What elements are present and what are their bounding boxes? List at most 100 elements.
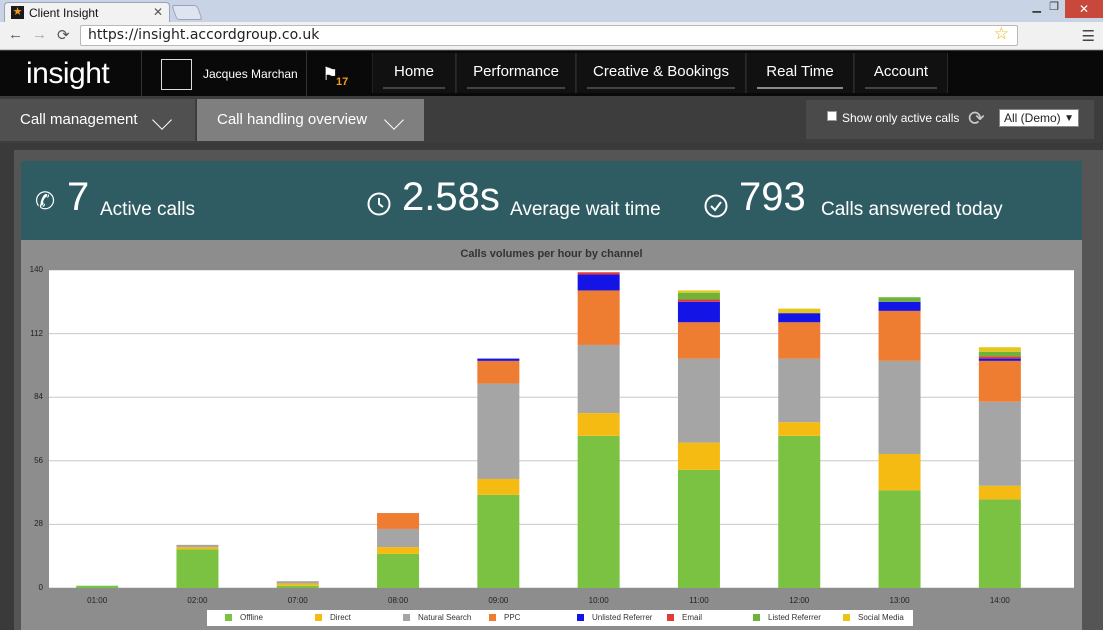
x-tick-label: 07:00 <box>287 596 308 605</box>
bar-segment[interactable] <box>677 301 720 323</box>
bar-segment[interactable] <box>477 494 520 588</box>
maximize-icon[interactable]: ❐ <box>1049 1 1059 13</box>
active-calls-label: Show only active calls <box>842 111 960 125</box>
bar-segment[interactable] <box>778 313 821 323</box>
browser-menu-icon[interactable]: ☰ <box>1081 28 1095 45</box>
forward-arrow-icon[interactable]: → <box>32 26 47 43</box>
filter-select[interactable]: All (Demo) ▼ <box>999 109 1079 127</box>
bar-segment[interactable] <box>276 583 319 586</box>
bar-segment[interactable] <box>577 435 620 588</box>
bar-segment[interactable] <box>577 274 620 291</box>
nav-home[interactable]: Home <box>372 53 456 93</box>
new-tab-button[interactable] <box>171 5 203 20</box>
tab-call-handling-overview[interactable]: Call handling overview <box>197 99 424 141</box>
bar-segment[interactable] <box>677 442 720 470</box>
bar-segment[interactable] <box>677 292 720 300</box>
bookmark-star-icon[interactable]: ☆ <box>993 24 1009 44</box>
bar-segment[interactable] <box>677 358 720 443</box>
bar-segment[interactable] <box>978 347 1021 352</box>
bar-segment[interactable] <box>76 585 119 588</box>
bar-segment[interactable] <box>377 528 420 548</box>
bar-segment[interactable] <box>878 490 921 588</box>
app-favicon-icon: ★ <box>11 6 24 19</box>
tab-close-icon[interactable]: ✕ <box>152 5 163 19</box>
legend-item[interactable]: Listed Referrer <box>753 613 821 622</box>
bar-segment[interactable] <box>878 360 921 454</box>
bar-segment[interactable] <box>978 401 1021 486</box>
bar-segment[interactable] <box>577 272 620 275</box>
bar-segment[interactable] <box>577 290 620 345</box>
bar-segment[interactable] <box>778 358 821 423</box>
bar-segment[interactable] <box>978 351 1021 357</box>
bar-segment[interactable] <box>978 360 1021 402</box>
bar-segment[interactable] <box>878 453 921 491</box>
bar-segment[interactable] <box>477 383 520 479</box>
address-bar-row: ← → ⟳ https://insight.accordgroup.co.uk … <box>0 22 1103 50</box>
bar-segment[interactable] <box>778 322 821 359</box>
bar-segment[interactable] <box>677 299 720 302</box>
bar-segment[interactable] <box>878 310 921 361</box>
bar-segment[interactable] <box>778 422 821 436</box>
nav-creative-bookings[interactable]: Creative & Bookings <box>576 53 746 93</box>
active-calls-checkbox[interactable] <box>827 111 837 121</box>
answered-label: Calls answered today <box>821 199 1003 220</box>
legend-item[interactable]: PPC <box>489 613 520 622</box>
tab-label: Call handling overview <box>217 111 368 128</box>
legend-item[interactable]: Unlisted Referrer <box>577 613 652 622</box>
avatar[interactable] <box>161 59 192 90</box>
nav-performance[interactable]: Performance <box>456 53 576 93</box>
bar-segment[interactable] <box>878 301 921 311</box>
bar-segment[interactable] <box>677 469 720 588</box>
refresh-icon[interactable]: ⟳ <box>968 108 985 130</box>
back-arrow-icon[interactable]: ← <box>8 26 23 43</box>
bar-segment[interactable] <box>677 322 720 359</box>
browser-tab[interactable]: ★ Client Insight ✕ <box>4 2 170 22</box>
bar-segment[interactable] <box>778 308 821 314</box>
bar-segment[interactable] <box>778 435 821 588</box>
bar-segment[interactable] <box>978 358 1021 361</box>
bar-segment[interactable] <box>377 547 420 554</box>
tab-title: Client Insight <box>29 6 99 20</box>
nav-label: Real Time <box>766 63 834 80</box>
bar-segment[interactable] <box>477 478 520 495</box>
bar-segment[interactable] <box>276 581 319 584</box>
active-calls-value: 7 <box>67 175 90 219</box>
nav-real-time[interactable]: Real Time <box>746 53 854 93</box>
bar-segment[interactable] <box>276 585 319 588</box>
bar-segment[interactable] <box>477 360 520 384</box>
bar-segment[interactable] <box>176 549 219 588</box>
bar-segment[interactable] <box>477 358 520 361</box>
nav-underline <box>587 87 735 89</box>
bar-segment[interactable] <box>176 547 219 550</box>
user-name[interactable]: Jacques Marchan <box>203 67 298 81</box>
flag-icon[interactable]: ⚑ <box>322 64 339 84</box>
bar-segment[interactable] <box>978 499 1021 588</box>
clock-icon <box>367 192 391 216</box>
bar-segment[interactable] <box>978 485 1021 500</box>
x-tick-label: 11:00 <box>689 596 709 605</box>
tab-call-management[interactable]: Call management <box>0 99 195 141</box>
bar-segment[interactable] <box>377 553 420 588</box>
legend-item[interactable]: Natural Search <box>403 613 471 622</box>
minimize-icon[interactable]: ▁ <box>1032 1 1041 13</box>
phone-icon: ✆ <box>35 188 56 215</box>
legend-item[interactable]: Offline <box>225 613 263 622</box>
legend-item[interactable]: Email <box>667 613 702 622</box>
y-tick-label: 56 <box>34 455 43 465</box>
insight-logo[interactable]: insight <box>26 57 110 90</box>
bar-segment[interactable] <box>878 297 921 302</box>
window-close-button[interactable]: ✕ <box>1065 0 1103 18</box>
nav-account[interactable]: Account <box>854 53 948 93</box>
legend-swatch <box>403 614 410 621</box>
bar-segment[interactable] <box>677 290 720 293</box>
bar-segment[interactable] <box>978 356 1021 359</box>
bar-segment[interactable] <box>577 413 620 436</box>
bar-segment[interactable] <box>377 513 420 529</box>
url-input[interactable]: https://insight.accordgroup.co.uk ☆ <box>80 25 1018 46</box>
reload-icon[interactable]: ⟳ <box>57 27 70 44</box>
legend-item[interactable]: Social Media <box>843 613 904 622</box>
bar-segment[interactable] <box>176 544 219 548</box>
legend-swatch <box>843 614 850 621</box>
legend-item[interactable]: Direct <box>315 613 351 622</box>
bar-segment[interactable] <box>577 344 620 414</box>
